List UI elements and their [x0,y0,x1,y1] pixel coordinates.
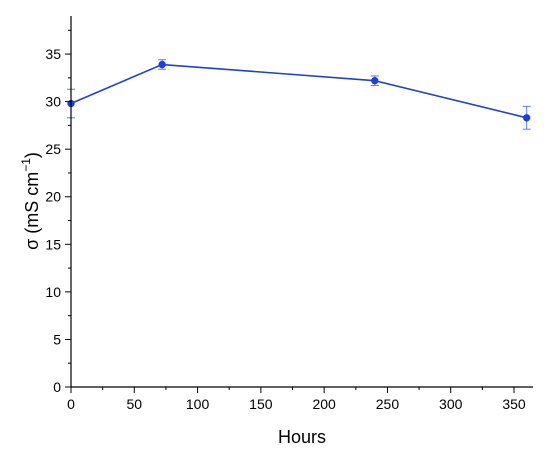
x-tick-label: 100 [186,396,210,412]
y-tick-label: 5 [53,331,61,347]
y-ticks: 0 5 10 15 20 25 30 35 [45,29,71,395]
y-tick-label: 30 [45,94,61,110]
axes [70,16,533,388]
y-tick-label: 15 [45,236,61,252]
plot-area [67,59,531,130]
x-tick-label: 300 [439,396,463,412]
data-point [371,76,379,85]
x-axis-title: Hours [278,427,326,447]
y-tick-label: 10 [45,284,61,300]
x-tick-label: 200 [312,396,336,412]
y-tick-label: 20 [45,189,61,205]
y-axis-title-main: σ (mS cm [22,172,42,250]
x-ticks: 0 50 100 150 200 250 300 350 [67,387,526,412]
data-point [522,114,531,122]
data-point [158,60,166,69]
y-tick-label: 35 [45,46,61,62]
y-axis-title-close: ) [22,152,42,158]
x-tick-label: 50 [126,396,142,412]
y-tick-label: 0 [53,379,61,395]
x-tick-label: 250 [376,396,400,412]
y-axis-title-sup: −1 [19,158,33,172]
series-line [70,63,527,119]
x-tick-label: 350 [502,396,526,412]
x-tick-label: 0 [67,396,75,412]
y-axis-title: σ (mS cm−1) [19,152,42,250]
x-tick-label: 150 [249,396,273,412]
y-tick-label: 25 [45,141,61,157]
